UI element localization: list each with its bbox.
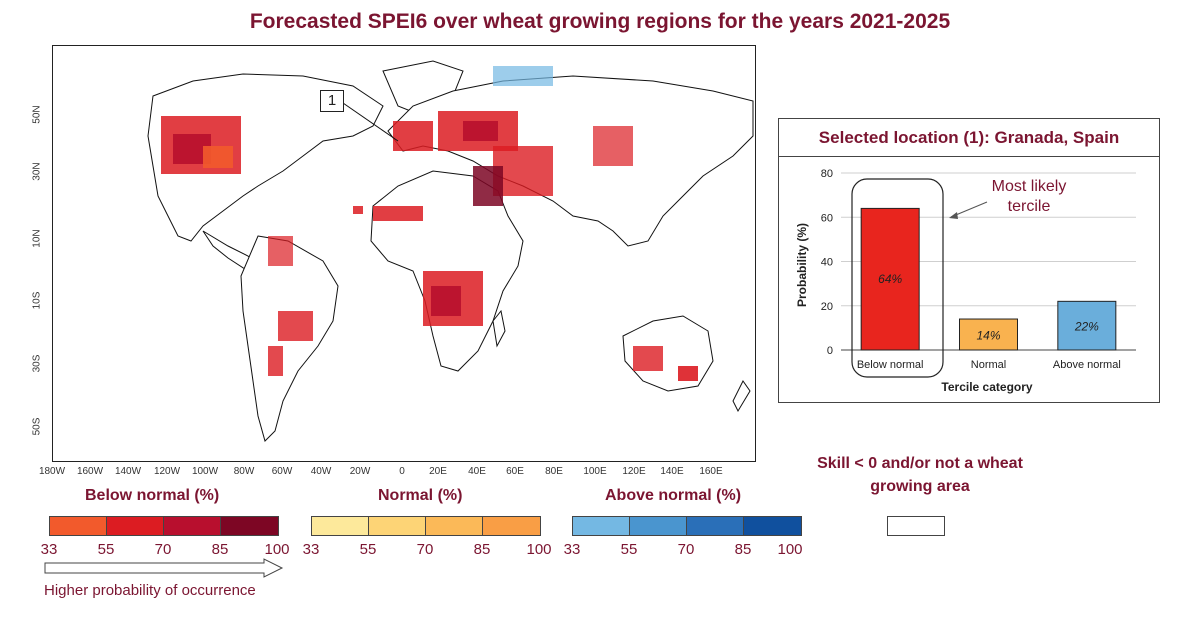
bar-normal [959, 318, 1018, 351]
tick-normal-100: 100 [526, 541, 552, 558]
tick-above-33: 33 [563, 541, 581, 558]
bar-above-normal [1057, 300, 1117, 351]
swatch-below-3 [164, 517, 221, 535]
annotation-most-likely-tercile: Most likely tercile [991, 178, 1067, 215]
lon-label-40e: 40E [468, 466, 486, 477]
tick-below-33: 33 [40, 541, 58, 558]
swatch-normal-3 [426, 517, 483, 535]
tick-above-70: 70 [677, 541, 695, 558]
swatch-normal-1 [312, 517, 369, 535]
landmass-north-america [147, 73, 384, 242]
y-tick-label: 80 [821, 168, 833, 180]
tick-below-55: 55 [97, 541, 115, 558]
panel-title: Selected location (1): Granada, Spain [779, 119, 1159, 157]
lon-label-140w: 140W [114, 466, 142, 477]
tick-below-100: 100 [264, 541, 290, 558]
lon-label-60w: 60W [271, 466, 293, 477]
tick-above-85: 85 [734, 541, 752, 558]
lat-label-10n: 10N [31, 229, 43, 248]
y-tick-label: 20 [821, 301, 833, 313]
tick-normal-70: 70 [416, 541, 434, 558]
category-label: Normal [971, 359, 1006, 371]
tick-normal-55: 55 [359, 541, 377, 558]
map-callout-1: 1 [320, 90, 344, 112]
x-axis-label: Tercile category [941, 380, 1032, 394]
swatch-below-2 [107, 517, 164, 535]
world-map-svg [147, 60, 754, 442]
y-tick-label: 40 [821, 257, 833, 269]
swatch-normal-2 [369, 517, 426, 535]
tercile-bar-chart: 0 20 40 60 80 64% 14% 22% Below normal Normal Ab… [795, 168, 1136, 394]
bar-value-label: 64% [878, 272, 902, 286]
page-title: Forecasted SPEI6 over wheat growing regi… [249, 10, 951, 33]
lon-label-80w: 80W [233, 466, 255, 477]
y-tick-label: 60 [821, 212, 833, 224]
lon-label-100w: 100W [191, 466, 219, 477]
callout-leader-line [342, 102, 399, 142]
tick-above-55: 55 [620, 541, 638, 558]
world-map [52, 45, 756, 462]
lon-label-120e: 120E [622, 466, 646, 477]
legend-title-normal: Normal (%) [378, 487, 463, 504]
legend-title-above: Above normal (%) [605, 487, 742, 504]
lat-label-10s: 10S [31, 291, 43, 310]
lon-label-80e: 80E [545, 466, 563, 477]
landmass-new-zealand [732, 380, 751, 413]
bar-value-label: 22% [1074, 320, 1099, 334]
forecast-cells [161, 66, 698, 381]
most-likely-highlight [851, 178, 944, 378]
tick-normal-85: 85 [473, 541, 491, 558]
higher-probability-text: Higher probability of occurrence [44, 582, 256, 599]
lon-label-100e: 100E [583, 466, 607, 477]
swatch-above-2 [630, 517, 687, 535]
skill-note: Skill < 0 and/or not a wheat growing are… [817, 455, 1023, 495]
swatch-above-3 [687, 517, 744, 535]
lat-label-30n: 30N [31, 162, 43, 181]
category-label: Above normal [1053, 359, 1121, 371]
lon-label-40w: 40W [310, 466, 332, 477]
lon-label-140e: 140E [660, 466, 684, 477]
higher-probability-arrow [44, 558, 284, 583]
y-tick-label: 0 [827, 345, 833, 357]
legend-swatches-below [49, 516, 279, 536]
selected-location-panel: Selected location (1): Granada, Spain 0 2… [778, 118, 1160, 403]
lon-label-20w: 20W [349, 466, 371, 477]
swatch-below-1 [50, 517, 107, 535]
lon-label-180w: 180W [38, 466, 66, 477]
y-axis-label: Probability (%) [795, 223, 809, 307]
swatch-above-1 [573, 517, 630, 535]
tick-above-100: 100 [777, 541, 803, 558]
landmass-madagascar [492, 309, 506, 348]
legend-title-below: Below normal (%) [85, 487, 220, 504]
lon-label-0: 0 [399, 466, 405, 477]
skill-swatch [887, 516, 945, 536]
lon-label-60e: 60E [506, 466, 524, 477]
lat-label-50s: 50S [31, 417, 43, 436]
tick-below-70: 70 [154, 541, 172, 558]
lat-label-30s: 30S [31, 354, 43, 373]
swatch-below-4 [221, 517, 278, 535]
bar-value-label: 14% [976, 329, 1000, 343]
category-label: Below normal [857, 359, 924, 371]
legend-swatches-above [572, 516, 802, 536]
tick-below-85: 85 [211, 541, 229, 558]
lat-label-50n: 50N [31, 105, 43, 124]
legend-swatches-normal [311, 516, 541, 536]
bar-below-normal [860, 207, 920, 351]
tick-normal-33: 33 [302, 541, 320, 558]
swatch-above-4 [744, 517, 801, 535]
lon-label-160e: 160E [699, 466, 723, 477]
annotation-arrow-head [949, 212, 958, 219]
lon-label-20e: 20E [429, 466, 447, 477]
swatch-normal-4 [483, 517, 540, 535]
lon-label-160w: 160W [76, 466, 104, 477]
lon-label-120w: 120W [153, 466, 181, 477]
